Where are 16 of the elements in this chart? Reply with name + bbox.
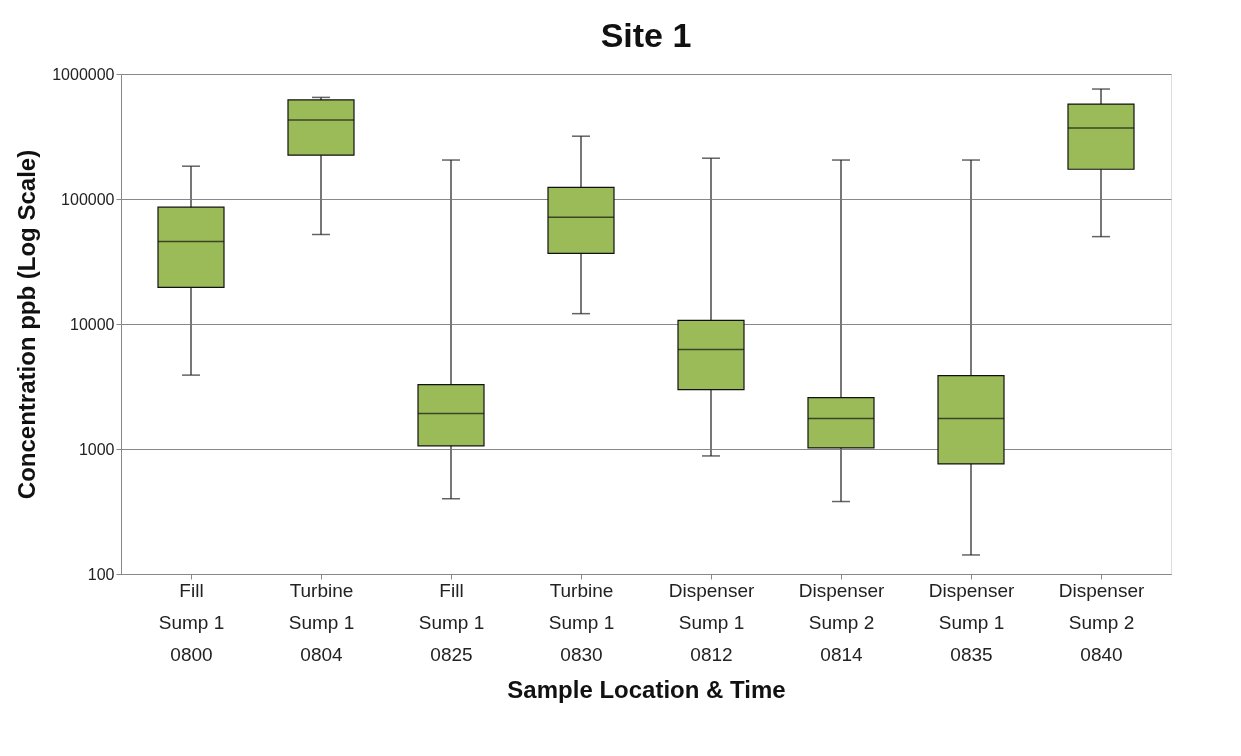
y-tick-label: 100000	[61, 190, 115, 208]
chart-title: Site 1	[600, 16, 692, 54]
y-tick-label: 1000	[78, 440, 115, 458]
y-tick-label: 10000	[70, 315, 115, 333]
x-tick-label: Fill Sump 1 0825	[418, 579, 485, 665]
y-axis-title: Concentration ppb (Log Scale)	[13, 149, 41, 500]
x-tick-label: Dispenser Sump 2 0840	[1058, 579, 1145, 665]
x-tick-label: Dispenser Sump 2 0814	[798, 579, 885, 665]
x-tick-label: Dispenser Sump 1 0812	[668, 579, 755, 665]
y-tick-label: 1000000	[52, 65, 115, 83]
x-tick-label: Turbine Sump 1 0830	[548, 579, 615, 665]
x-axis-title: Sample Location & Time	[507, 675, 786, 703]
x-tick-label: Fill Sump 1 0800	[158, 579, 225, 665]
x-tick-label: Dispenser Sump 1 0835	[928, 579, 1015, 665]
x-tick-label: Turbine Sump 1 0804	[288, 579, 355, 665]
y-tick-label: 100	[87, 565, 115, 583]
